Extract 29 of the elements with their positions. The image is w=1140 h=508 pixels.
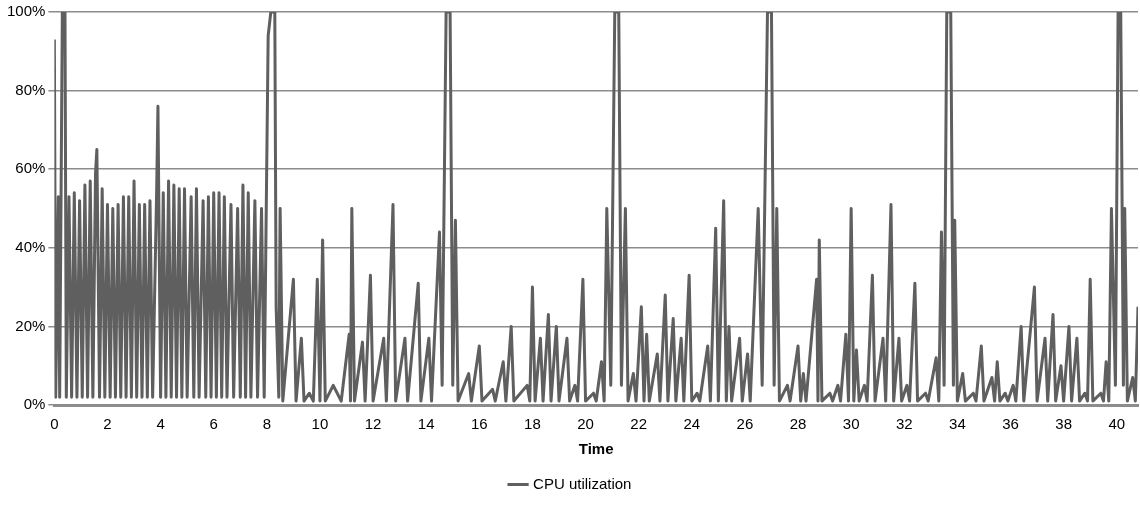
- x-tick-label: 34: [949, 415, 966, 433]
- x-tick-label: 28: [789, 415, 807, 433]
- y-tick-label: 80%: [15, 80, 46, 98]
- y-tick-label: 0%: [23, 395, 46, 413]
- x-tick-label: 14: [417, 415, 435, 433]
- x-tick-label: 10: [311, 415, 329, 433]
- x-tick-label: 0: [50, 415, 59, 433]
- y-tick-label: 100%: [6, 2, 46, 20]
- x-tick-label: 16: [470, 415, 488, 433]
- x-tick-label: 36: [1002, 415, 1019, 433]
- x-tick-label: 12: [364, 415, 382, 433]
- x-tick-label: 8: [262, 415, 272, 433]
- x-tick-label: 6: [209, 415, 218, 433]
- x-axis-title: Time: [578, 440, 614, 458]
- legend-label: CPU utilization: [533, 474, 632, 492]
- x-tick-label: 32: [895, 415, 913, 433]
- x-tick-label: 20: [577, 415, 594, 433]
- y-tick-label: 40%: [15, 237, 46, 255]
- x-tick-label: 2: [103, 415, 112, 433]
- x-tick-label: 4: [156, 415, 165, 433]
- x-tick-label: 40: [1108, 415, 1126, 433]
- y-tick-label: 20%: [15, 316, 46, 334]
- x-tick-label: 22: [630, 415, 648, 433]
- y-tick-label: 60%: [15, 159, 46, 177]
- x-tick-label: 38: [1055, 415, 1072, 433]
- x-tick-label: 26: [736, 415, 754, 433]
- x-tick-label: 24: [683, 415, 701, 433]
- x-tick-label: 18: [524, 415, 541, 433]
- x-tick-label: 30: [842, 415, 860, 433]
